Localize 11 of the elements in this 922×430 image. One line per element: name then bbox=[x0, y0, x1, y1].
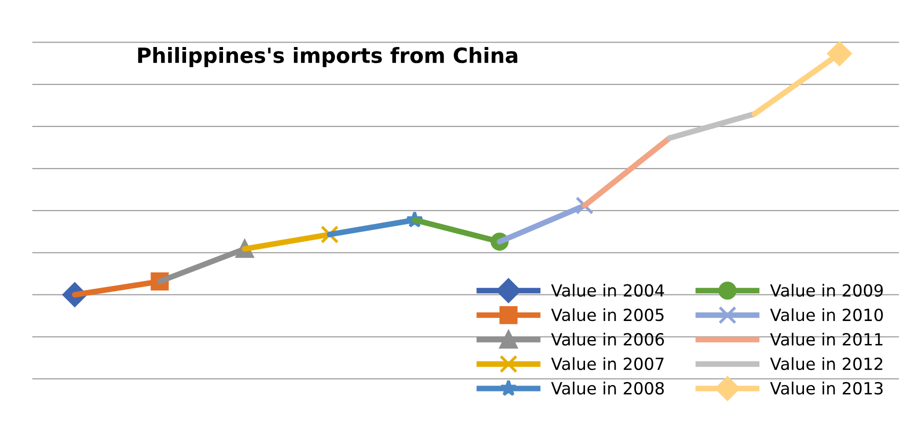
legend-label: Value in 2012 bbox=[770, 357, 882, 370]
legend-label: Value in 2013 bbox=[770, 382, 883, 395]
chart-title: Philippines's imports from China bbox=[138, 47, 518, 68]
legend-label: Value in 2010 bbox=[770, 308, 883, 322]
legend-label: Value in 2011 bbox=[770, 332, 882, 346]
legend-label: Value in 2006 bbox=[551, 332, 664, 346]
legend-label: Value in 2009 bbox=[770, 284, 883, 297]
legend-label: Value in 2008 bbox=[551, 382, 664, 395]
legend-label: Value in 2005 bbox=[551, 308, 664, 322]
legend-label: Value in 2007 bbox=[551, 357, 664, 370]
legend-label: Value in 2004 bbox=[551, 284, 664, 297]
